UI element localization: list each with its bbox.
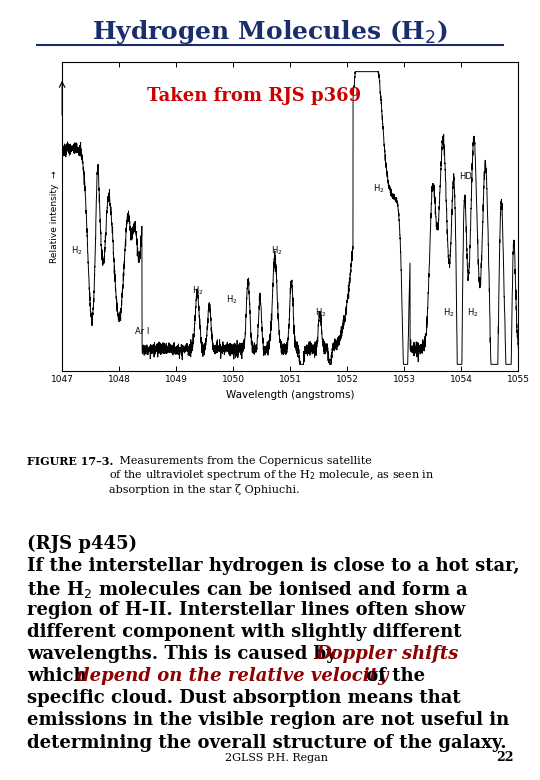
Text: wavelengths. This is caused by: wavelengths. This is caused by xyxy=(27,645,343,663)
Text: H$_2$: H$_2$ xyxy=(443,306,455,318)
Text: emissions in the visible region are not useful in: emissions in the visible region are not … xyxy=(27,711,509,729)
Text: If the interstellar hydrogen is close to a hot star,: If the interstellar hydrogen is close to… xyxy=(27,557,519,575)
Text: Measurements from the Copernicus satellite
of the ultraviolet spectrum of the H$: Measurements from the Copernicus satelli… xyxy=(109,456,434,495)
Y-axis label: Relative intensity  →: Relative intensity → xyxy=(50,170,59,263)
Text: 22: 22 xyxy=(496,751,514,764)
Text: H$_2$: H$_2$ xyxy=(71,244,82,257)
Text: Doppler shifts: Doppler shifts xyxy=(316,645,459,663)
Text: 2GLSS P.H. Regan: 2GLSS P.H. Regan xyxy=(225,753,328,763)
Text: H$_2$: H$_2$ xyxy=(226,294,238,307)
Text: HD: HD xyxy=(459,172,472,182)
Text: the H$_2$ molecules can be ionised and form a: the H$_2$ molecules can be ionised and f… xyxy=(27,579,469,600)
Text: Ar I: Ar I xyxy=(135,327,150,335)
Text: of the: of the xyxy=(360,667,425,686)
Text: region of H-II. Interstellar lines often show: region of H-II. Interstellar lines often… xyxy=(27,601,465,619)
Text: determining the overall structure of the galaxy.: determining the overall structure of the… xyxy=(27,733,507,752)
Text: which: which xyxy=(27,667,93,686)
Text: specific cloud. Dust absorption means that: specific cloud. Dust absorption means th… xyxy=(27,690,461,707)
Text: depend on the relative velocity: depend on the relative velocity xyxy=(77,667,388,686)
Text: Hydrogen Molecules (H$_2$): Hydrogen Molecules (H$_2$) xyxy=(92,18,448,46)
X-axis label: Wavelength (angstroms): Wavelength (angstroms) xyxy=(226,390,354,400)
Text: H$_2$: H$_2$ xyxy=(467,306,478,318)
Text: Taken from RJS p369: Taken from RJS p369 xyxy=(147,87,361,105)
Text: FIGURE 17–3.: FIGURE 17–3. xyxy=(27,456,113,467)
Text: H$_2$: H$_2$ xyxy=(315,306,326,318)
Text: (RJS p445): (RJS p445) xyxy=(27,534,137,553)
Text: H$_2$: H$_2$ xyxy=(192,285,204,297)
Text: different component with slightly different: different component with slightly differ… xyxy=(27,623,462,641)
Text: H$_2$: H$_2$ xyxy=(272,244,283,257)
Text: H$_2$: H$_2$ xyxy=(373,183,384,195)
